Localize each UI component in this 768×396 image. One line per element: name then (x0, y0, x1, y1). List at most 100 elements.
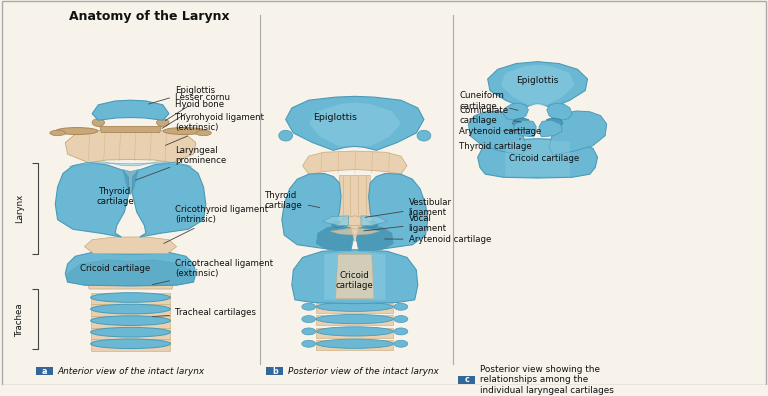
Polygon shape (55, 163, 129, 237)
Polygon shape (84, 237, 177, 253)
Ellipse shape (157, 119, 169, 126)
Ellipse shape (91, 316, 170, 326)
Polygon shape (505, 139, 570, 177)
Text: Posterior view of the intact larynx: Posterior view of the intact larynx (288, 367, 439, 376)
Text: Arytenoid cartilage: Arytenoid cartilage (459, 127, 541, 135)
Polygon shape (549, 111, 607, 155)
Polygon shape (316, 303, 393, 313)
Ellipse shape (302, 316, 316, 323)
Polygon shape (316, 225, 353, 251)
Ellipse shape (92, 119, 104, 126)
Polygon shape (512, 118, 530, 128)
Text: Epiglottis: Epiglottis (313, 113, 358, 122)
Text: Cricoid cartilage: Cricoid cartilage (508, 154, 579, 163)
Ellipse shape (316, 339, 393, 348)
Ellipse shape (50, 130, 65, 136)
Ellipse shape (302, 340, 316, 347)
Ellipse shape (56, 128, 98, 135)
Polygon shape (323, 216, 349, 225)
Polygon shape (282, 173, 351, 251)
Polygon shape (324, 251, 386, 300)
Text: Epiglottis: Epiglottis (148, 86, 215, 104)
Polygon shape (316, 327, 393, 337)
Ellipse shape (91, 339, 170, 348)
Ellipse shape (91, 293, 170, 302)
Polygon shape (309, 103, 401, 147)
Polygon shape (286, 96, 424, 150)
Text: c: c (465, 375, 469, 385)
Ellipse shape (394, 316, 408, 323)
Polygon shape (316, 340, 393, 350)
Text: Epiglottis: Epiglottis (516, 76, 559, 86)
Ellipse shape (417, 130, 431, 141)
Text: Thyrohyoid ligament
(extrinsic): Thyrohyoid ligament (extrinsic) (165, 113, 264, 145)
Ellipse shape (302, 328, 316, 335)
Text: a: a (41, 367, 48, 376)
Polygon shape (65, 130, 196, 163)
Ellipse shape (394, 340, 408, 347)
Polygon shape (91, 316, 170, 327)
Polygon shape (65, 252, 196, 286)
Text: Tracheal cartilages: Tracheal cartilages (153, 308, 256, 317)
Polygon shape (468, 111, 526, 155)
Polygon shape (501, 65, 574, 106)
Polygon shape (69, 162, 192, 166)
Polygon shape (91, 327, 170, 339)
Text: Vestibular
ligament: Vestibular ligament (366, 198, 452, 217)
Ellipse shape (366, 221, 378, 227)
Polygon shape (91, 305, 170, 316)
Polygon shape (100, 126, 161, 133)
Polygon shape (91, 293, 170, 305)
Text: b: b (272, 367, 278, 376)
Ellipse shape (196, 130, 211, 136)
Text: Cricothyroid ligament
(intrinsic): Cricothyroid ligament (intrinsic) (164, 205, 268, 244)
Text: Thyroid
cartilage: Thyroid cartilage (96, 187, 134, 206)
Polygon shape (91, 339, 170, 351)
Polygon shape (488, 62, 588, 108)
Text: Anatomy of the Larynx: Anatomy of the Larynx (69, 10, 230, 23)
Polygon shape (88, 282, 174, 289)
Ellipse shape (164, 128, 206, 135)
Polygon shape (513, 120, 536, 137)
Text: Cricotracheal ligament
(extrinsic): Cricotracheal ligament (extrinsic) (153, 259, 273, 285)
Polygon shape (123, 169, 138, 194)
FancyBboxPatch shape (266, 367, 283, 375)
Polygon shape (92, 100, 169, 120)
Polygon shape (303, 151, 407, 174)
Text: Thyroid cartilage: Thyroid cartilage (459, 139, 532, 151)
Polygon shape (336, 254, 374, 299)
Polygon shape (292, 250, 418, 304)
FancyBboxPatch shape (458, 376, 475, 384)
Polygon shape (539, 120, 562, 137)
Polygon shape (316, 315, 393, 325)
Text: Posterior view showing the
relationships among the
individual laryngeal cartilag: Posterior view showing the relationships… (480, 365, 614, 395)
Text: Thyroid
cartilage: Thyroid cartilage (265, 191, 319, 210)
Ellipse shape (394, 328, 408, 335)
Text: Corniculate
cartilage: Corniculate cartilage (459, 106, 521, 125)
Polygon shape (336, 175, 374, 241)
Text: Laryngeal
prominence: Laryngeal prominence (135, 146, 227, 180)
Text: Hyoid bone: Hyoid bone (162, 100, 224, 128)
Ellipse shape (91, 327, 170, 337)
Text: Vocal
ligament: Vocal ligament (364, 214, 447, 233)
Polygon shape (359, 173, 428, 251)
Text: Anterior view of the intact larynx: Anterior view of the intact larynx (58, 367, 205, 376)
Text: Cricoid
cartilage: Cricoid cartilage (336, 271, 374, 290)
FancyBboxPatch shape (36, 367, 53, 375)
Polygon shape (478, 139, 598, 178)
Polygon shape (338, 216, 372, 225)
Polygon shape (545, 118, 563, 128)
Text: Trachea: Trachea (15, 302, 25, 336)
Ellipse shape (279, 130, 293, 141)
Ellipse shape (332, 221, 344, 227)
Ellipse shape (302, 303, 316, 310)
Text: Larynx: Larynx (15, 194, 25, 223)
Ellipse shape (316, 302, 393, 311)
Ellipse shape (316, 327, 393, 336)
Text: Cricoid cartilage: Cricoid cartilage (80, 265, 151, 274)
Polygon shape (503, 103, 528, 120)
Polygon shape (68, 260, 194, 286)
Polygon shape (132, 163, 206, 237)
Text: Lesser cornu: Lesser cornu (165, 93, 230, 121)
Text: Arytenoid cartilage: Arytenoid cartilage (385, 235, 491, 244)
